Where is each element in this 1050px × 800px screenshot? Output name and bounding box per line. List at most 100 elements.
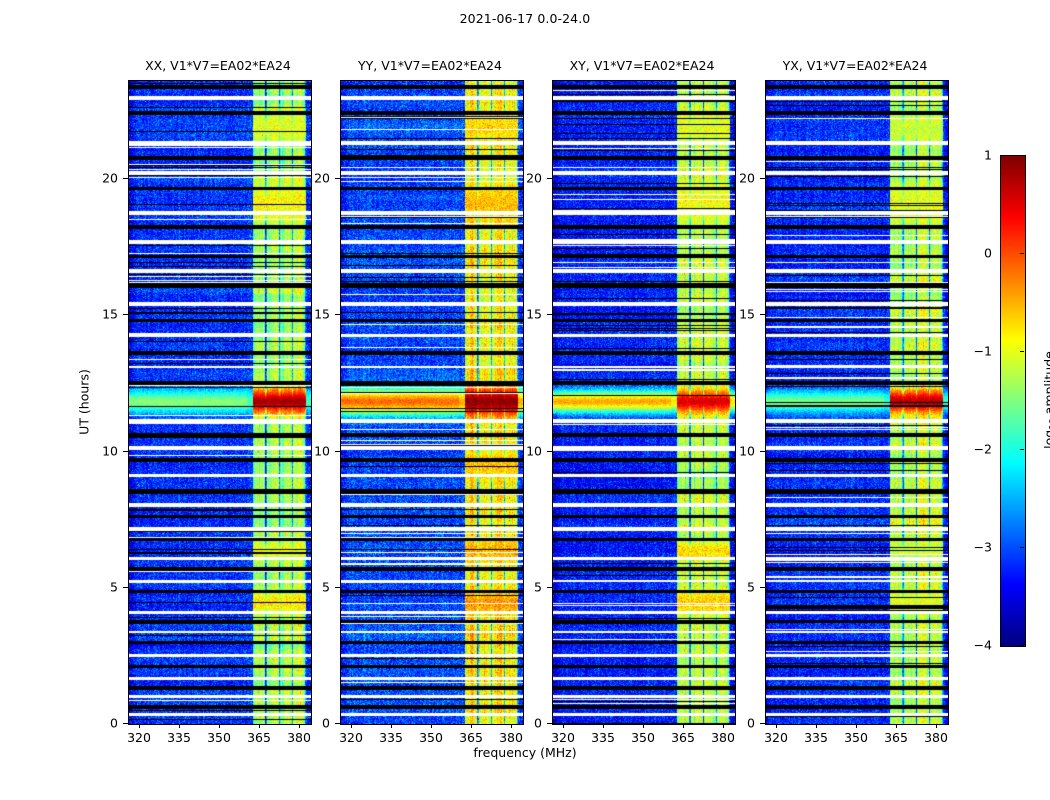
x-tick xyxy=(299,724,300,728)
y-tick-label: 15 xyxy=(102,306,118,322)
y-tick xyxy=(335,723,340,724)
panel-yx[interactable]: YX, V1*V7=EA02*EA24 320 335 350 365 380 0 5 10 15… xyxy=(739,58,949,745)
colorbar[interactable]: 1 0 −1 −2 −3 −4 log10 amplitude xyxy=(974,148,1050,653)
y-tick xyxy=(760,314,765,315)
panel-title-xy: XY, V1*V7=EA02*EA24 xyxy=(569,58,715,73)
y-tick-label: 5 xyxy=(534,579,542,595)
x-tick xyxy=(351,724,352,728)
x-tick xyxy=(776,724,777,728)
colorbar-tick-label: −2 xyxy=(973,441,992,457)
colorbar-label-prefix: log xyxy=(1041,429,1050,449)
x-tick xyxy=(139,724,140,728)
y-tick-label: 5 xyxy=(110,579,118,595)
x-tick xyxy=(563,724,564,728)
x-tick xyxy=(896,724,897,728)
y-tick xyxy=(123,723,128,724)
y-tick-label: 15 xyxy=(526,306,542,322)
x-tick xyxy=(683,724,684,728)
y-tick-label: 0 xyxy=(110,715,118,731)
colorbar-tick xyxy=(1020,645,1024,646)
waterfall-image-yy xyxy=(340,80,524,725)
x-tick xyxy=(603,724,604,728)
colorbar-tick-label: −4 xyxy=(973,637,992,653)
y-tick-label: 10 xyxy=(314,443,330,459)
y-tick xyxy=(335,178,340,179)
colorbar-tick xyxy=(1020,351,1024,352)
x-tick-label: 320 xyxy=(551,730,575,745)
y-tick-label: 5 xyxy=(322,579,330,595)
x-tick-label: 335 xyxy=(167,730,191,745)
y-tick xyxy=(760,178,765,179)
x-tick xyxy=(723,724,724,728)
y-tick xyxy=(123,314,128,315)
x-tick-label: 320 xyxy=(339,730,363,745)
y-tick xyxy=(123,451,128,452)
x-tick xyxy=(431,724,432,728)
colorbar-tick-label: −3 xyxy=(973,539,992,555)
x-tick-label: 380 xyxy=(287,730,311,745)
waterfall-image-yx xyxy=(765,80,949,725)
colorbar-tick xyxy=(1020,547,1024,548)
x-axis-label: frequency (MHz) xyxy=(473,745,577,760)
waterfall-image-xx xyxy=(128,80,312,725)
y-tick-label: 0 xyxy=(322,715,330,731)
panel-title-yx: YX, V1*V7=EA02*EA24 xyxy=(782,58,928,73)
y-tick-label: 5 xyxy=(747,579,755,595)
colorbar-label-suffix: amplitude xyxy=(1041,351,1050,415)
x-tick-label: 365 xyxy=(884,730,908,745)
y-tick-label: 0 xyxy=(534,715,542,731)
y-tick-label: 10 xyxy=(739,443,755,459)
y-tick-label: 20 xyxy=(526,170,542,186)
x-tick-label: 350 xyxy=(631,730,655,745)
x-tick-label: 320 xyxy=(764,730,788,745)
x-tick-label: 350 xyxy=(844,730,868,745)
y-tick xyxy=(123,587,128,588)
panel-xy[interactable]: XY, V1*V7=EA02*EA24 320 335 350 365 380 0 5 10 15… xyxy=(526,58,736,745)
x-tick-label: 335 xyxy=(804,730,828,745)
panel-title-yy: YY, V1*V7=EA02*EA24 xyxy=(358,58,502,73)
waterfall-image-xy xyxy=(552,80,736,725)
y-tick xyxy=(335,587,340,588)
y-tick xyxy=(123,178,128,179)
x-tick-label: 335 xyxy=(591,730,615,745)
y-tick xyxy=(335,451,340,452)
y-tick xyxy=(547,178,552,179)
y-tick-label: 15 xyxy=(739,306,755,322)
x-tick-label: 380 xyxy=(499,730,523,745)
x-tick-label: 335 xyxy=(379,730,403,745)
figure-suptitle: 2021-06-17 0.0-24.0 xyxy=(459,11,591,26)
x-tick-label: 365 xyxy=(247,730,271,745)
y-tick xyxy=(547,723,552,724)
x-tick xyxy=(179,724,180,728)
x-tick xyxy=(471,724,472,728)
x-tick-label: 380 xyxy=(711,730,735,745)
x-tick xyxy=(816,724,817,728)
x-tick xyxy=(643,724,644,728)
x-tick xyxy=(936,724,937,728)
panel-yy[interactable]: YY, V1*V7=EA02*EA24 320 335 350 365 380 0 5 10 15… xyxy=(314,58,524,745)
x-tick-label: 350 xyxy=(419,730,443,745)
y-tick-label: 0 xyxy=(747,715,755,731)
x-tick-label: 350 xyxy=(207,730,231,745)
y-tick xyxy=(760,723,765,724)
colorbar-tick-label: 0 xyxy=(984,245,992,261)
x-tick xyxy=(391,724,392,728)
panel-xx[interactable]: XX, V1*V7=EA02*EA24 320 335 350 365 380 0 5 10 15… xyxy=(77,58,312,745)
y-tick xyxy=(547,314,552,315)
y-tick xyxy=(760,451,765,452)
y-tick-label: 20 xyxy=(102,170,118,186)
colorbar-tick-label: −1 xyxy=(973,343,992,359)
x-tick xyxy=(259,724,260,728)
y-tick-label: 20 xyxy=(314,170,330,186)
colorbar-tick xyxy=(1020,155,1024,156)
colorbar-tick xyxy=(1020,449,1024,450)
y-tick-label: 15 xyxy=(314,306,330,322)
y-tick xyxy=(547,587,552,588)
colorbar-label: log10 amplitude xyxy=(1042,351,1050,449)
x-tick-label: 320 xyxy=(127,730,151,745)
x-tick-label: 380 xyxy=(924,730,948,745)
colorbar-gradient xyxy=(1000,155,1026,647)
y-tick-label: 20 xyxy=(739,170,755,186)
panel-title-xx: XX, V1*V7=EA02*EA24 xyxy=(145,58,291,73)
